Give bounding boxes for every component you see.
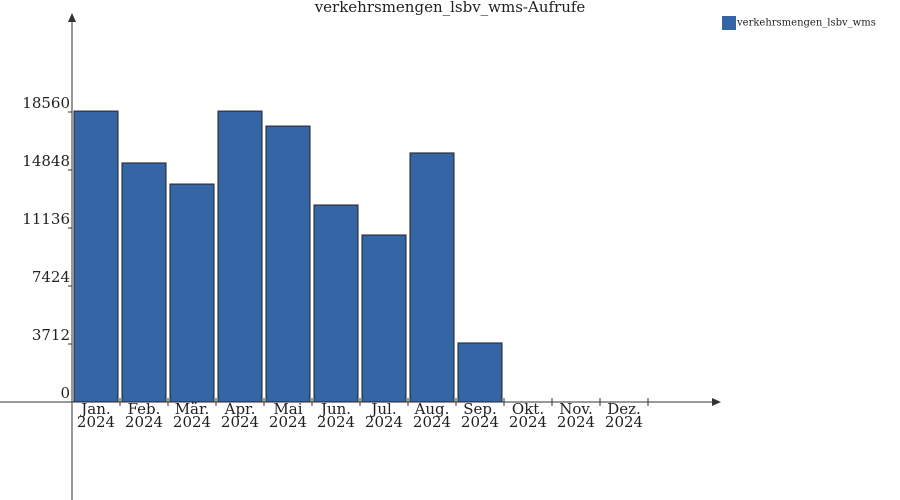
x-tick-label: 2024 xyxy=(317,413,355,431)
y-tick-label: 11136 xyxy=(22,210,70,228)
x-tick-label: Nov. xyxy=(559,400,593,418)
legend-label: verkehrsmengen_lsbv_wms xyxy=(736,18,876,29)
x-tick-label: 2024 xyxy=(461,413,499,431)
bar xyxy=(457,342,503,403)
x-tick-label: 2024 xyxy=(221,413,259,431)
y-tick-label: 3712 xyxy=(32,326,70,344)
x-tick-label: 2024 xyxy=(509,413,547,431)
legend-swatch xyxy=(722,16,736,30)
y-tick-label: 14848 xyxy=(22,152,70,170)
x-tick-label: Dez. xyxy=(607,400,641,418)
x-tick-label: Jun. xyxy=(319,400,351,418)
x-tick-label: Mai xyxy=(273,400,302,418)
bar xyxy=(169,183,215,403)
x-axis-arrow xyxy=(712,398,721,406)
x-tick-label: Mär. xyxy=(175,400,210,418)
bar xyxy=(313,204,359,403)
x-tick-label: 2024 xyxy=(605,413,643,431)
x-tick-label: Feb. xyxy=(128,400,161,418)
x-tick-label: Jul. xyxy=(369,400,396,418)
x-tick-label: Sep. xyxy=(463,400,497,418)
bar xyxy=(217,110,263,403)
x-tick-label: 2024 xyxy=(269,413,307,431)
x-tick-label: Aug. xyxy=(414,400,450,418)
x-tick-label: 2024 xyxy=(365,413,403,431)
x-tick-label: 2024 xyxy=(173,413,211,431)
bar xyxy=(121,162,167,403)
x-tick-label: Okt. xyxy=(512,400,544,418)
x-tick-label: Apr. xyxy=(224,400,256,418)
y-tick-label: 0 xyxy=(60,384,70,402)
y-axis-arrow xyxy=(68,13,76,22)
y-tick-label: 7424 xyxy=(32,268,70,286)
x-tick-label: 2024 xyxy=(413,413,451,431)
x-tick-label: Jan. xyxy=(79,400,110,418)
bar xyxy=(361,234,407,403)
y-tick-label: 18560 xyxy=(22,94,70,112)
bar xyxy=(265,125,311,403)
bar xyxy=(73,110,119,403)
bar xyxy=(409,152,455,403)
chart-title: verkehrsmengen_lsbv_wms-Aufrufe xyxy=(314,0,586,16)
x-tick-label: 2024 xyxy=(125,413,163,431)
x-tick-label: 2024 xyxy=(77,413,115,431)
x-tick-label: 2024 xyxy=(557,413,595,431)
